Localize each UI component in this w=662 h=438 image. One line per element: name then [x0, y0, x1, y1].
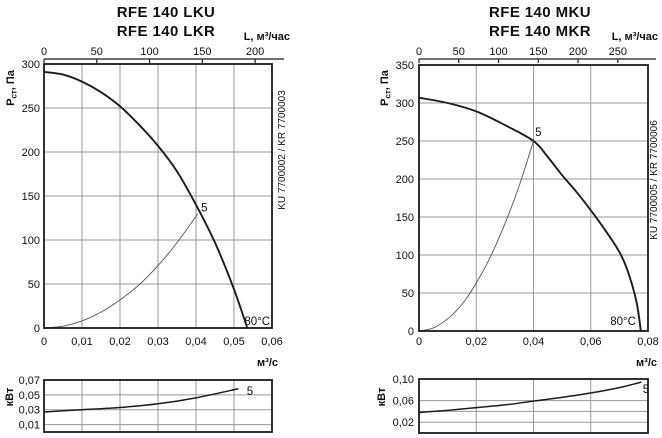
- y-axis-tick-label: 0,03: [19, 405, 40, 417]
- model-title-line: RFE 140 LKR: [116, 23, 216, 40]
- top-axis-tick-label: 150: [529, 46, 547, 58]
- y-axis-tick-label: 350: [396, 60, 414, 72]
- model-title-line: RFE 140 MKU: [489, 4, 591, 21]
- model-title-line: RFE 140 LKU: [116, 4, 216, 21]
- x-axis-tick-label: 0: [41, 336, 47, 348]
- article-code-label: KU 7700002 / KR 7700003: [277, 90, 288, 210]
- x-axis-tick-label: 0: [416, 336, 422, 348]
- top-axis-tick-label: 100: [489, 46, 507, 58]
- y-axis-tick-label: 0,07: [19, 375, 40, 387]
- power-curve-speed-5: [43, 388, 239, 413]
- y-axis-tick-label: 200: [396, 174, 414, 186]
- top-axis-tick-label: 50: [91, 46, 103, 58]
- y-axis-tick-label: 0: [34, 323, 40, 335]
- top-axis-tick-label: 200: [246, 46, 264, 58]
- y-axis-tick-label: 0,05: [19, 390, 40, 402]
- y-axis-title: Pст, Па: [5, 69, 19, 106]
- article-code-label: KU 7700005 / KR 7700006: [649, 120, 660, 240]
- x-axis-tick-label: 0,04: [523, 336, 544, 348]
- system-resistance-curve: [43, 213, 199, 329]
- system-resistance-curve: [418, 140, 534, 332]
- top-axis-tick-label: 150: [193, 46, 211, 58]
- temperature-label: 80°C: [610, 316, 636, 328]
- x-axis-tick-label: 0,06: [261, 336, 282, 348]
- x-axis-tick-label: 0,05: [223, 336, 244, 348]
- power-chart-rfe-140-mku-mkr-power: 0,10 0,06 0,02 кВт 5: [376, 374, 649, 434]
- y-axis-tick-label: 0,01: [19, 420, 40, 432]
- x-axis-tick-label: 0,03: [147, 336, 168, 348]
- top-axis-tick-label: 250: [609, 46, 627, 58]
- power-axis-title: кВт: [376, 387, 388, 406]
- y-axis-tick-label: 50: [402, 288, 414, 300]
- y-axis-tick-label: 0,06: [393, 396, 414, 408]
- top-axis-title: L, м³/час: [612, 31, 658, 43]
- y-axis-tick-label: 150: [22, 191, 40, 203]
- panel-title-right: RFE 140 MKU RFE 140 MKR: [430, 3, 650, 41]
- plot-border: [43, 63, 273, 329]
- y-axis-tick-label: 0,10: [393, 374, 414, 386]
- fan-curve-speed-5: [43, 70, 249, 329]
- top-axis-tick-label: 0: [416, 46, 422, 58]
- speed-curve-label: 5: [535, 127, 541, 139]
- model-title-line: RFE 140 MKR: [489, 23, 591, 40]
- y-axis-tick-label: 0,02: [393, 417, 414, 429]
- power-axis-title: кВт: [4, 387, 16, 406]
- x-axis-unit-label: м³/с: [257, 357, 278, 369]
- top-axis-tick-label: 0: [41, 46, 47, 58]
- power-curve-speed-5: [418, 381, 642, 414]
- x-axis-tick-label: 0,01: [71, 336, 92, 348]
- y-axis-tick-label: 100: [22, 235, 40, 247]
- x-axis-tick-label: 0,08: [637, 336, 658, 348]
- y-axis-tick-label: 250: [22, 103, 40, 115]
- y-axis-tick-label: 300: [396, 98, 414, 110]
- y-axis-tick-label: 200: [22, 147, 40, 159]
- power-chart-rfe-140-lku-lkr-power: 0,07 0,05 0,03 0,01 кВт 5: [4, 375, 273, 433]
- panel-title-left: RFE 140 LKU RFE 140 LKR: [56, 3, 276, 41]
- y-axis-tick-label: 100: [396, 250, 414, 262]
- x-axis-tick-label: 0,02: [109, 336, 130, 348]
- x-axis-tick-label: 0,02: [466, 336, 487, 348]
- x-axis-unit-label: м³/с: [636, 357, 657, 369]
- speed-curve-label: 5: [201, 202, 207, 214]
- x-axis-tick-label: 0,04: [185, 336, 206, 348]
- y-axis-tick-label: 250: [396, 136, 414, 148]
- top-axis-title: L, м³/час: [244, 31, 290, 43]
- plot-border: [418, 378, 649, 434]
- y-axis-tick-label: 0: [408, 326, 414, 338]
- speed-curve-label: 5: [247, 386, 253, 398]
- fan-curve-speed-5: [418, 96, 642, 332]
- plot-border: [43, 379, 273, 433]
- plot-border: [418, 64, 649, 332]
- y-axis-tick-label: 50: [28, 279, 40, 291]
- top-axis-tick-label: 100: [140, 46, 158, 58]
- y-axis-title: Pст, Па: [379, 69, 393, 106]
- top-axis-tick-label: 200: [569, 46, 587, 58]
- y-axis-tick-label: 150: [396, 212, 414, 224]
- temperature-label: 80°C: [244, 316, 270, 328]
- y-axis-tick-label: 300: [22, 59, 40, 71]
- top-axis-tick-label: 50: [453, 46, 465, 58]
- x-axis-tick-label: 0,06: [580, 336, 601, 348]
- speed-curve-label: 5: [643, 384, 649, 396]
